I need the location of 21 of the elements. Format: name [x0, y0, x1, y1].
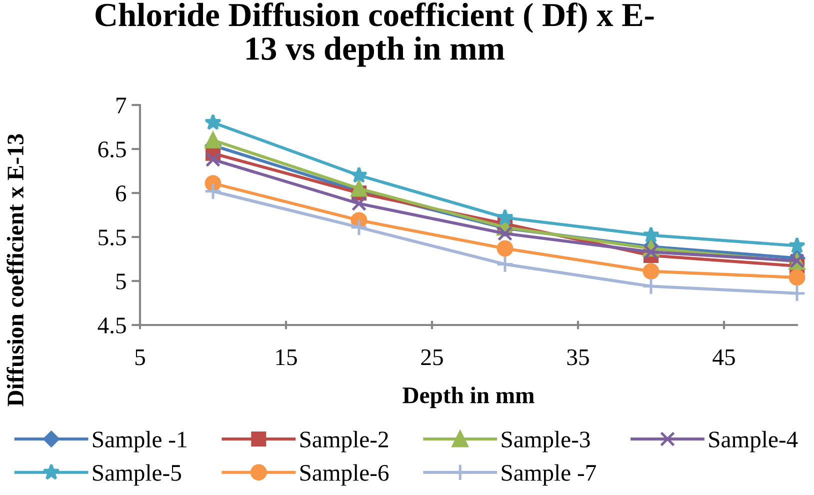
- x-tick-label: 5: [135, 350, 145, 366]
- x-tick-label: 15: [276, 349, 297, 366]
- x-tick-label: 25: [421, 349, 443, 366]
- legend-label: Sample -7: [502, 464, 596, 486]
- y-tick-label: 6: [116, 186, 126, 202]
- x-tick-label: 35: [567, 349, 589, 366]
- y-axis-title: Diffusion coefficient x E-13: [6, 134, 24, 406]
- legend-label: Sample-4: [709, 430, 798, 452]
- y-tick-label: 6.5: [98, 142, 126, 158]
- legend-label: Sample-5: [93, 464, 182, 486]
- y-tick-label: 7: [116, 98, 126, 114]
- chart-title: Chloride Diffusion coefficient ( Df) x E- 13 vs depth in mm: [96, 2, 654, 67]
- legend-label: Sample-6: [300, 464, 389, 486]
- x-tick-label: 45: [712, 349, 735, 366]
- y-tick-label: 5.5: [98, 230, 126, 246]
- y-tick-label: 4.5: [98, 318, 126, 334]
- legend-label: Sample-2: [300, 430, 388, 452]
- y-tick-label: 5: [116, 274, 126, 290]
- x-axis-title: Depth in mm: [402, 386, 534, 408]
- legend-label: Sample-3: [502, 430, 590, 452]
- legend-label: Sample -1: [93, 430, 186, 452]
